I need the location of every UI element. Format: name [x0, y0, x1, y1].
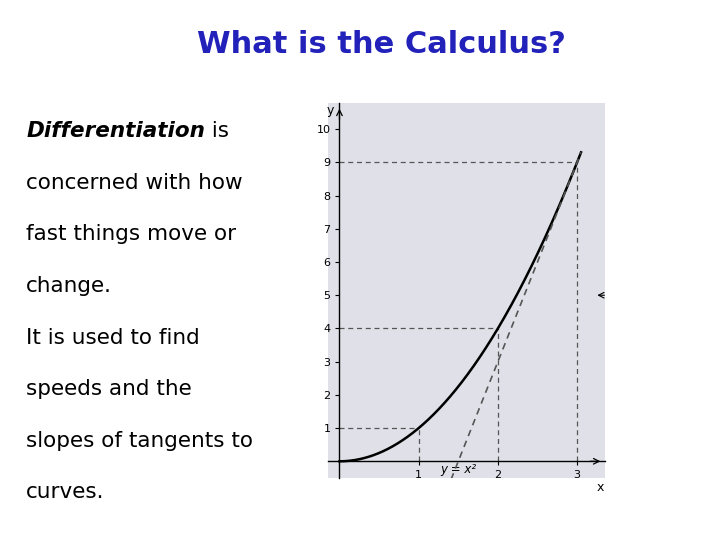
Text: x: x — [597, 481, 604, 494]
Text: curves.: curves. — [26, 482, 104, 502]
Text: It is used to find: It is used to find — [26, 327, 200, 348]
Text: concerned with how: concerned with how — [26, 173, 243, 193]
Text: change.: change. — [26, 276, 112, 296]
Text: What is the Calculus?: What is the Calculus? — [197, 30, 566, 59]
Text: y: y — [326, 104, 333, 117]
Text: Differentiation: Differentiation — [26, 122, 205, 141]
Text: slopes of tangents to: slopes of tangents to — [26, 430, 253, 450]
Text: speeds and the: speeds and the — [26, 379, 192, 399]
Text: fast things move or: fast things move or — [26, 225, 236, 245]
Text: y = x²: y = x² — [440, 463, 477, 476]
Text: is: is — [205, 122, 229, 141]
